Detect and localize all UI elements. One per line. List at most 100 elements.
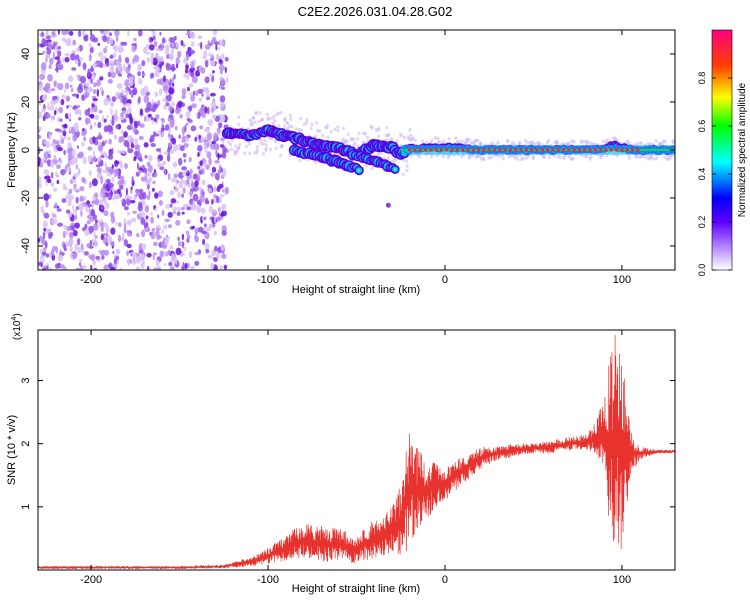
noise-speck <box>90 34 96 42</box>
noise-speck <box>222 146 227 154</box>
snr-frame <box>37 329 676 571</box>
noise-speck <box>39 73 46 80</box>
halo-speck <box>553 154 557 158</box>
noise-speck <box>94 137 99 141</box>
noise-speck <box>101 141 106 147</box>
noise-speck <box>88 43 92 47</box>
steady-tone-peak <box>540 148 544 152</box>
noise-speck <box>38 111 43 119</box>
noise-speck <box>111 118 115 127</box>
noise-speck <box>197 35 203 40</box>
noise-speck <box>38 134 42 139</box>
noise-speck <box>211 198 214 205</box>
noise-speck <box>93 121 96 127</box>
noise-speck <box>129 116 134 124</box>
noise-speck <box>220 194 225 198</box>
noise-speck <box>203 161 208 167</box>
noise-speck <box>50 160 55 169</box>
noise-speck <box>186 53 189 62</box>
noise-speck <box>135 266 141 270</box>
noise-speck <box>92 260 96 266</box>
noise-speck <box>43 212 50 219</box>
halo-speck <box>405 164 409 168</box>
noise-speck <box>207 184 213 189</box>
noise-speck <box>159 43 164 52</box>
halo-speck <box>325 123 329 128</box>
noise-speck <box>153 131 157 138</box>
noise-speck <box>175 107 180 115</box>
noise-speck <box>107 192 113 201</box>
halo-speck <box>244 144 248 149</box>
noise-speck <box>167 249 171 255</box>
noise-speck <box>122 232 125 240</box>
noise-speck <box>172 206 177 212</box>
noise-speck <box>203 144 207 151</box>
halo-speck <box>235 149 239 153</box>
noise-speck <box>213 132 218 141</box>
steady-tone-peak <box>429 148 433 152</box>
noise-speck <box>131 176 134 183</box>
noise-speck <box>81 176 85 183</box>
noise-speck <box>199 186 203 191</box>
noise-speck <box>127 258 130 267</box>
noise-speck <box>190 125 197 132</box>
noise-speck <box>208 157 212 166</box>
halo-speck <box>253 120 257 124</box>
figure-title: C2E2.2026.031.04.28.G02 <box>298 4 453 19</box>
noise-speck <box>110 266 116 270</box>
noise-speck <box>56 208 62 212</box>
noise-speck <box>69 245 73 253</box>
halo-speck <box>524 156 528 160</box>
halo-speck <box>662 155 667 160</box>
halo-speck <box>275 112 279 117</box>
noise-speck <box>190 41 195 47</box>
noise-speck <box>59 159 63 164</box>
noise-speck <box>225 186 229 195</box>
noise-speck <box>199 195 205 203</box>
noise-speck <box>206 93 210 98</box>
halo-speck <box>386 156 391 161</box>
halo-speck <box>457 140 461 144</box>
noise-speck <box>40 62 47 71</box>
noise-speck <box>128 76 133 80</box>
noise-speck <box>210 262 215 270</box>
noise-speck <box>67 153 74 161</box>
noise-speck <box>117 94 123 100</box>
noise-speck <box>150 216 155 224</box>
noise-speck <box>123 180 127 186</box>
noise-speck <box>188 105 193 112</box>
noise-speck <box>161 229 165 234</box>
noise-speck <box>100 205 104 210</box>
noise-speck <box>79 109 82 117</box>
halo-speck <box>473 138 478 143</box>
noise-speck <box>215 150 218 155</box>
noise-speck <box>59 118 63 122</box>
noise-speck <box>140 253 145 261</box>
halo-speck <box>234 144 238 148</box>
halo-speck <box>442 139 446 144</box>
noise-speck <box>139 211 146 218</box>
noise-speck <box>94 198 99 206</box>
noise-speck <box>108 167 115 174</box>
halo-speck <box>237 115 241 119</box>
noise-speck <box>73 172 79 178</box>
noise-speck <box>127 232 133 237</box>
noise-speck <box>62 56 66 64</box>
noise-speck <box>115 221 118 226</box>
snr-ytick-label: 3 <box>20 377 32 383</box>
noise-speck <box>48 228 52 232</box>
noise-speck <box>159 250 164 258</box>
noise-speck <box>158 200 163 206</box>
noise-speck <box>161 160 167 166</box>
noise-speck <box>138 135 144 141</box>
noise-speck <box>106 95 110 99</box>
steady-tone-peak <box>477 148 481 152</box>
signal-blob-core <box>393 167 397 171</box>
noise-speck <box>131 94 134 98</box>
noise-speck <box>199 160 203 167</box>
noise-speck <box>100 150 104 156</box>
noise-speck <box>83 35 89 42</box>
noise-speck <box>218 58 223 64</box>
halo-speck <box>336 128 340 133</box>
noise-speck <box>73 105 78 109</box>
